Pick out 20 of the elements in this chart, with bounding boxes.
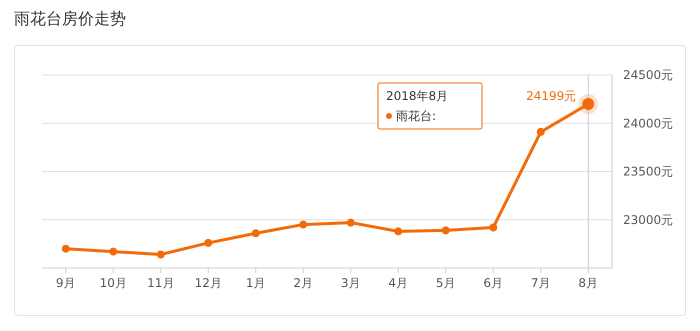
x-tick-label: 12月 (194, 276, 222, 290)
x-tick-label: 10月 (100, 276, 127, 290)
chart-title: 雨花台房价走势 (14, 9, 126, 28)
x-tick-label: 11月 (147, 276, 174, 290)
y-tick-label: 24000元 (623, 116, 674, 130)
x-tick-label: 6月 (483, 276, 504, 290)
x-tick-label: 4月 (388, 276, 408, 290)
x-tick-label: 1月 (246, 276, 266, 290)
x-tick-label: 5月 (436, 276, 456, 290)
x-tick-label: 9月 (56, 276, 76, 290)
x-tick-label: 8月 (578, 276, 598, 290)
y-tick-label: 23500元 (623, 164, 674, 178)
y-tick-label: 23000元 (623, 212, 674, 227)
x-tick-label: 7月 (530, 276, 551, 290)
legend-label: 雨花台: (396, 109, 436, 123)
y-tick-label: 24500元 (623, 68, 674, 82)
data-label: 24199元 (526, 89, 576, 104)
legend-title: 2018年8月 (386, 89, 448, 103)
x-tick-label: 3月 (340, 276, 361, 290)
x-tick-label: 2月 (293, 276, 314, 290)
